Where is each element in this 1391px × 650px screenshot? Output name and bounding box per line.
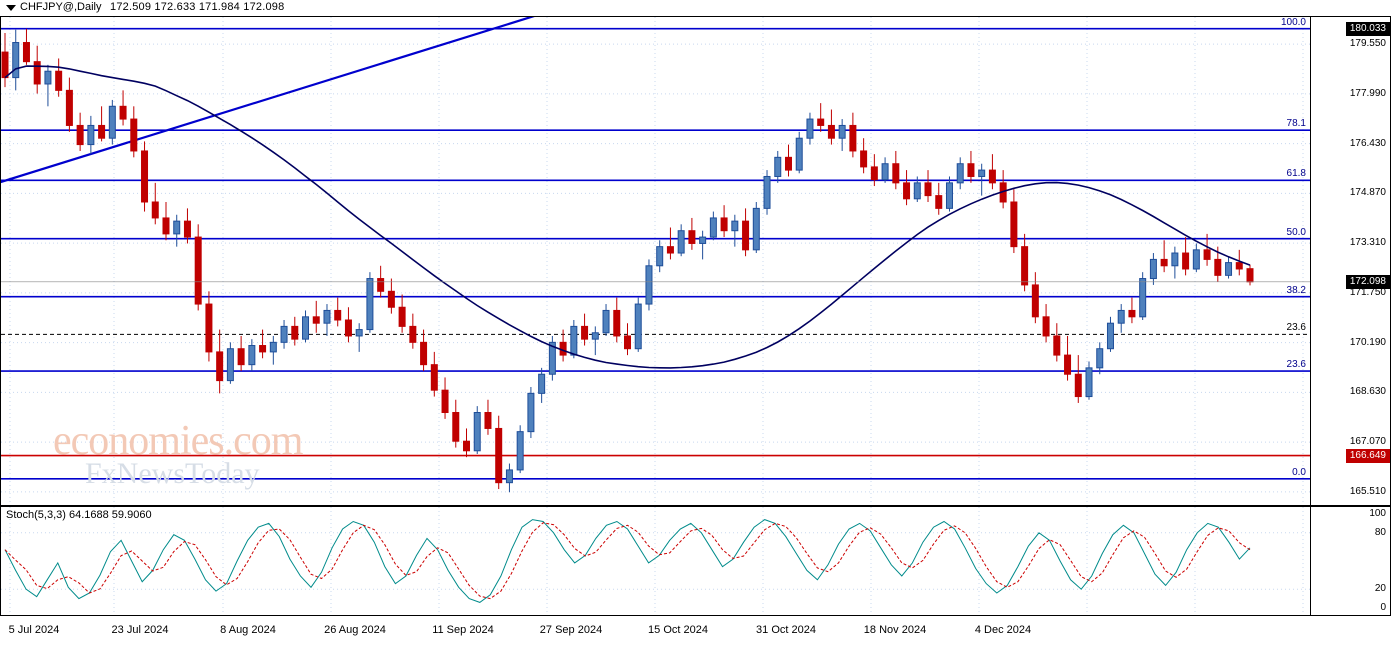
price-axis-label: 168.630 [1349,386,1386,398]
price-axis-label: 171.750 [1349,286,1386,298]
x-axis-label: 26 Aug 2024 [324,624,386,636]
price-chart-svg [1,17,1310,505]
stoch-right-axis: 100 80 20 0 [1310,507,1390,615]
stoch-title: Stoch(5,3,3) 64.1688 59.9060 [6,509,152,521]
x-axis-label: 4 Dec 2024 [974,624,1032,636]
price-axis-label: 165.510 [1349,485,1386,497]
triangle-down-icon[interactable] [6,5,16,11]
x-axis: 5 Jul 2024 23 Jul 2024 8 Aug 2024 26 Aug 20… [0,616,1391,650]
fib-level-label: 38.2 [1286,284,1306,296]
stochastic-pane[interactable]: Stoch(5,3,3) 64.1688 59.9060 100 80 20 0 [0,506,1391,616]
fib-level-label: 23.6 [1286,322,1306,334]
x-axis-label: 11 Sep 2024 [432,624,494,636]
watermark-fxnewstoday: FxNewsToday [85,457,260,490]
x-axis-label: 18 Nov 2024 [863,624,927,636]
stoch-plot-area[interactable]: Stoch(5,3,3) 64.1688 59.9060 [1,507,1390,615]
price-axis-label: 177.990 [1349,87,1386,99]
fib-level-label: 61.8 [1286,168,1306,180]
stoch-axis-label: 100 [1369,508,1386,519]
fib-level-label: 78.1 [1286,118,1306,130]
high-price-tag: 180.033 [1345,21,1390,36]
x-axis-label: 8 Aug 2024 [220,624,276,636]
x-axis-label: 27 Sep 2024 [539,624,603,636]
fib-level-label: 0.0 [1292,466,1306,478]
fib-level-label: 23.6 [1286,359,1306,371]
stoch-axis-label: 80 [1374,526,1386,538]
stoch-axis-label: 0 [1380,602,1386,613]
support-price-tag: 166.649 [1345,448,1390,463]
fib-level-label: 100.0 [1280,16,1306,28]
x-axis-label: 5 Jul 2024 [8,624,60,636]
x-axis-label: 15 Oct 2024 [648,624,708,636]
price-right-axis: 179.550 177.990 176.430 174.870 173.310 171.7… [1310,17,1390,505]
price-plot-area[interactable]: economies.com FxNewsToday [1,17,1390,505]
price-axis-label: 173.310 [1349,237,1386,249]
price-axis-label: 170.190 [1349,336,1386,348]
x-axis-label: 31 Oct 2024 [756,624,816,636]
chart-header: CHFJPY@,Daily 172.509 172.633 171.984 17… [0,0,1391,16]
price-axis-label: 179.550 [1349,38,1386,50]
ohlc-values: 172.509 172.633 171.984 172.098 [110,1,285,13]
price-axis-label: 174.870 [1349,187,1386,199]
x-axis-label: 23 Jul 2024 [111,624,169,636]
watermark-economies: economies.com [53,418,303,464]
stoch-chart-svg [1,507,1310,615]
price-axis-label: 176.430 [1349,137,1386,149]
last-price-tag: 172.098 [1345,274,1390,289]
stoch-axis-label: 20 [1374,583,1386,595]
price-axis-label: 167.070 [1349,436,1386,448]
symbol-label: CHFJPY@,Daily [20,1,102,13]
fib-level-label: 50.0 [1286,226,1306,238]
price-pane[interactable]: economies.com FxNewsToday 179.550 177.990… [0,16,1391,506]
